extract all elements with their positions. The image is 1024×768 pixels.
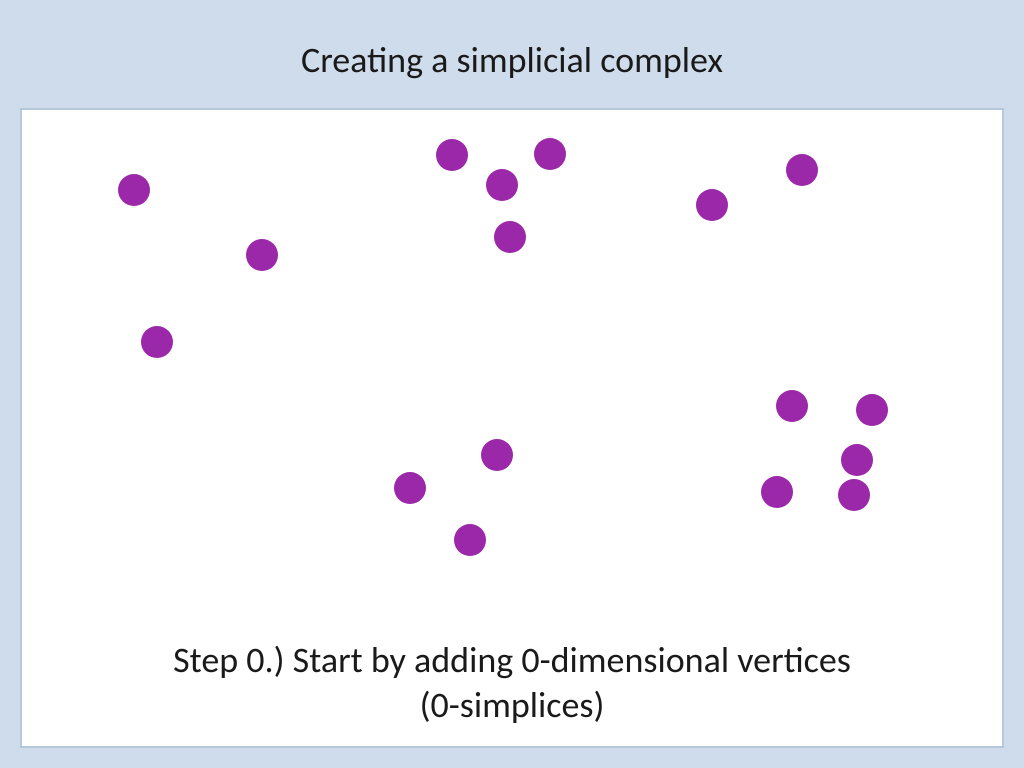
slide-title: Creating a simplicial complex bbox=[0, 38, 1024, 82]
vertex bbox=[786, 154, 818, 186]
vertex bbox=[534, 138, 566, 170]
vertex bbox=[841, 444, 873, 476]
vertex bbox=[494, 221, 526, 253]
vertex bbox=[481, 439, 513, 471]
vertex bbox=[761, 476, 793, 508]
vertex bbox=[118, 174, 150, 206]
vertex bbox=[246, 239, 278, 271]
vertex bbox=[394, 472, 426, 504]
caption-line-2: (0-simplices) bbox=[0, 683, 1024, 728]
vertex bbox=[486, 169, 518, 201]
vertex bbox=[454, 524, 486, 556]
slide: Creating a simplicial complex Step 0.) S… bbox=[0, 0, 1024, 768]
vertex bbox=[838, 479, 870, 511]
vertex bbox=[696, 189, 728, 221]
slide-caption: Step 0.) Start by adding 0-dimensional v… bbox=[0, 638, 1024, 728]
caption-line-1: Step 0.) Start by adding 0-dimensional v… bbox=[0, 638, 1024, 683]
vertex bbox=[776, 390, 808, 422]
vertex bbox=[856, 394, 888, 426]
vertex bbox=[141, 326, 173, 358]
vertex bbox=[436, 139, 468, 171]
